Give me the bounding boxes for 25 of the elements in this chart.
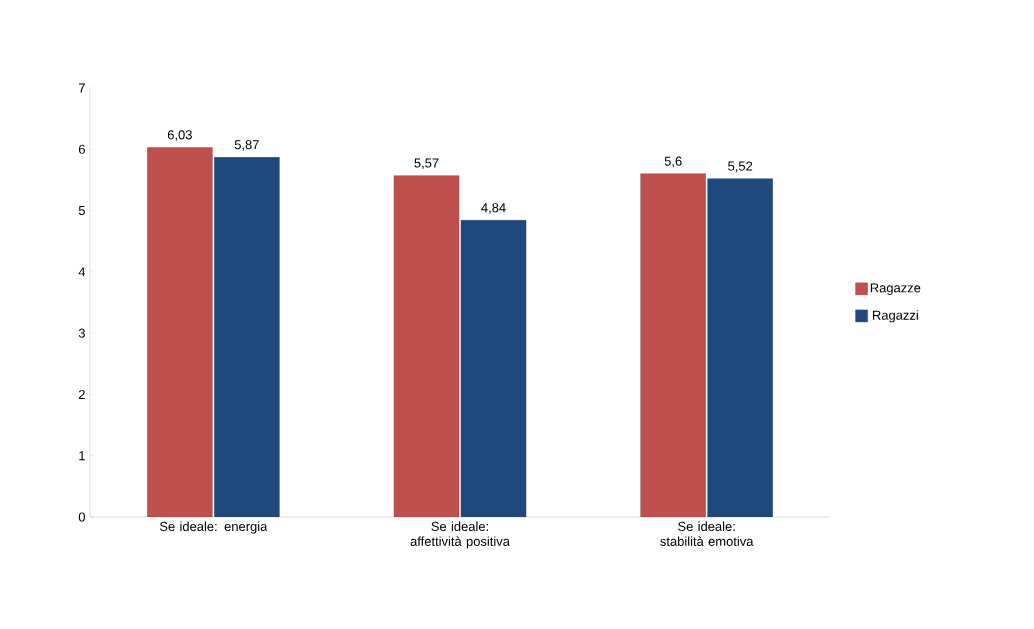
bar (147, 147, 213, 517)
data-label: 5,52 (728, 161, 753, 173)
bar (460, 220, 527, 517)
x-tick-label: Se ideale: stabilità emotiva (660, 521, 754, 546)
data-label: 5,57 (414, 158, 439, 170)
y-tick-label: 5 (78, 206, 85, 216)
bar (393, 175, 460, 517)
data-label: 5,87 (234, 140, 259, 151)
y-tick-label: 7 (78, 83, 85, 93)
y-tick-label: 0 (78, 512, 85, 522)
y-tick-label: 1 (79, 451, 85, 461)
legend-label: Ragazze (870, 283, 921, 295)
bar (640, 173, 706, 517)
data-label: 4,84 (481, 203, 506, 214)
x-tick-label: Se ideale: energia (159, 521, 268, 534)
bar (707, 178, 773, 517)
legend-label: Ragazzi (873, 310, 918, 323)
y-tick-label: 2 (78, 389, 85, 399)
data-label: 6,03 (167, 130, 192, 141)
bar (214, 157, 280, 517)
y-tick-label: 3 (78, 328, 85, 338)
y-tick-label: 6 (78, 144, 85, 154)
y-tick-label: 4 (78, 267, 86, 277)
x-tick-label: Se ideale: affettività positiva (410, 521, 510, 549)
data-label: 5,6 (664, 156, 682, 168)
